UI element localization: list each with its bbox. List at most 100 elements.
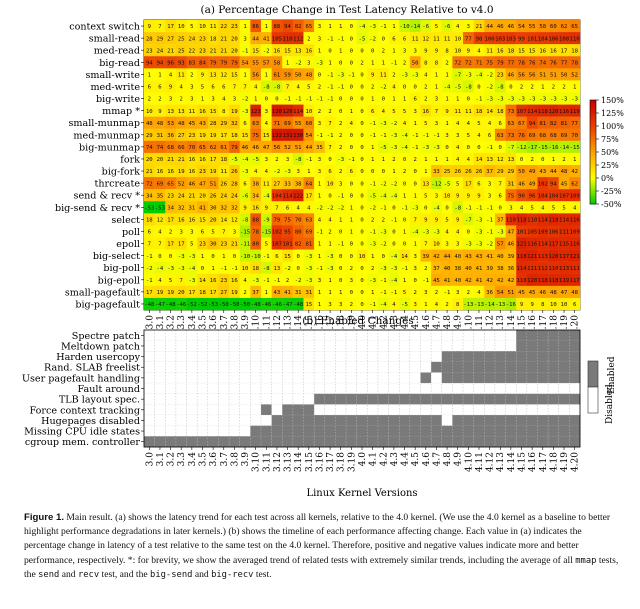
heatmap-cell-value: 110 — [527, 218, 537, 224]
heatmap-cell-value: 40 — [454, 278, 461, 284]
heatmap-cell — [144, 297, 155, 311]
timeline-cell-enabled — [537, 415, 549, 426]
heatmap-cell — [484, 152, 496, 166]
timeline-cell-enabled — [441, 351, 453, 363]
heatmap-cell — [377, 68, 389, 81]
heatmap-cell — [144, 56, 155, 69]
heatmap-cell-value: 114 — [538, 242, 549, 248]
timeline-cell-disabled — [207, 372, 219, 384]
heatmap-cell — [409, 297, 421, 311]
heatmap-cell — [516, 44, 528, 57]
heatmap-cell-value: 36 — [508, 266, 515, 272]
heatmap-cell-value: 3 — [403, 48, 406, 54]
heatmap-cell-value: 0 — [520, 157, 523, 163]
timeline-cell-enabled — [431, 425, 442, 437]
heatmap-cell — [324, 201, 336, 214]
heatmap-cell — [441, 225, 453, 238]
heatmap-cell-value: 4 — [467, 121, 471, 127]
heatmap-cell-value: 0 — [445, 205, 448, 211]
timeline-cell-disabled — [494, 330, 506, 341]
timeline-cell-enabled — [356, 436, 368, 448]
heatmap-cell-value: 20 — [231, 48, 238, 54]
heatmap-cell-value: 70 — [188, 145, 195, 151]
x-tick-label: 3.15 — [305, 452, 315, 472]
heatmap-cell — [452, 237, 464, 250]
heatmap-cell — [186, 80, 198, 93]
heatmap-cell — [516, 116, 528, 129]
heatmap-cell-value: -1 — [486, 218, 493, 224]
timeline-cell-enabled — [377, 436, 389, 448]
heatmap-cell-value: -17 — [527, 145, 537, 151]
heatmap-cell-value: 10 — [199, 24, 206, 30]
heatmap-cell — [175, 92, 187, 105]
heatmap-cell — [473, 56, 485, 69]
heatmap-cell — [431, 261, 442, 274]
heatmap-cell-value: -3 — [178, 254, 185, 260]
heatmap-cell-value: 3 — [456, 133, 459, 139]
x-tick-label: 3.6 — [209, 315, 219, 330]
timeline-cell-enabled — [292, 425, 304, 437]
figure-caption: Figure 1. Main result. (a) shows the lat… — [24, 511, 624, 582]
timeline-cell-disabled — [197, 415, 209, 426]
heatmap-cell-value: 2 — [371, 218, 374, 224]
heatmap-cell — [207, 273, 219, 287]
heatmap-cell-value: -4 — [157, 266, 164, 272]
heatmap-cell-value: -1 — [380, 24, 387, 30]
timeline-cell-disabled — [250, 404, 262, 416]
heatmap-cell-value: 50 — [518, 169, 525, 175]
heatmap-cell-value: 96 — [167, 60, 174, 66]
timeline-cell-disabled — [175, 383, 187, 395]
heatmap-cell-value: 1 — [265, 290, 268, 296]
heatmap-cell-value: -4 — [359, 24, 366, 30]
heatmap-cell — [346, 140, 357, 154]
heatmap-cell-value: 42 — [465, 278, 472, 284]
timeline-cell-disabled — [229, 415, 240, 426]
heatmap-cell — [250, 165, 262, 178]
heatmap-cell — [303, 213, 315, 226]
heatmap-cell-value: 1 — [328, 24, 331, 30]
x-tick-label: 4.19 — [560, 452, 570, 472]
heatmap-cell-value: 4 — [254, 169, 258, 175]
heatmap-cell-value: 104 — [272, 193, 283, 199]
heatmap-cell-value: 5 — [530, 205, 533, 211]
heatmap-title: (a) Percentage Change in Test Latency Re… — [200, 4, 493, 16]
heatmap-cell — [494, 140, 506, 154]
heatmap-cell — [399, 56, 411, 69]
heatmap-cell-value: -47 — [283, 302, 293, 308]
heatmap-cell — [314, 116, 325, 129]
timeline-cell-disabled — [452, 383, 464, 395]
timeline-cell-enabled — [377, 425, 389, 437]
x-tick-label: 3.7 — [220, 315, 230, 330]
timeline-cell-enabled — [463, 351, 474, 363]
x-axis-label: Linux Kernel Versions — [306, 488, 417, 499]
heatmap-cell-value: 1 — [318, 254, 321, 260]
heatmap-cell-value: 4 — [477, 48, 481, 54]
heatmap-cell — [516, 273, 528, 287]
heatmap-cell — [420, 249, 432, 262]
timeline-cell-disabled — [516, 404, 528, 416]
heatmap-cell — [165, 177, 177, 190]
heatmap-cell — [441, 104, 453, 117]
heatmap-cell-value: -8 — [454, 205, 461, 211]
heatmap-cell-value: 75 — [252, 133, 259, 139]
heatmap-cell-value: -3 — [380, 266, 387, 272]
heatmap-cell — [463, 92, 474, 105]
heatmap-cell — [367, 273, 379, 287]
heatmap-cell — [558, 237, 570, 250]
heatmap-cell — [409, 189, 421, 202]
heatmap-row-label: context switch — [69, 22, 140, 33]
heatmap-cell-value: 37 — [497, 218, 504, 224]
heatmap-cell — [303, 261, 315, 274]
heatmap-cell-value: 17 — [465, 181, 472, 187]
heatmap-cell-value: 16 — [157, 169, 164, 175]
heatmap-cell-value: -48 — [293, 302, 304, 308]
timeline-cell-disabled — [260, 340, 272, 352]
colorbar-segment — [590, 128, 596, 132]
heatmap-cell — [271, 177, 283, 190]
heatmap-cell-value: 31 — [157, 133, 164, 139]
heatmap-cell — [388, 128, 400, 142]
heatmap-cell-value: 1 — [392, 169, 395, 175]
heatmap-cell-value: 4 — [382, 109, 386, 115]
heatmap-cell-value: 19 — [199, 133, 206, 139]
heatmap-cell-value: 3 — [445, 133, 448, 139]
